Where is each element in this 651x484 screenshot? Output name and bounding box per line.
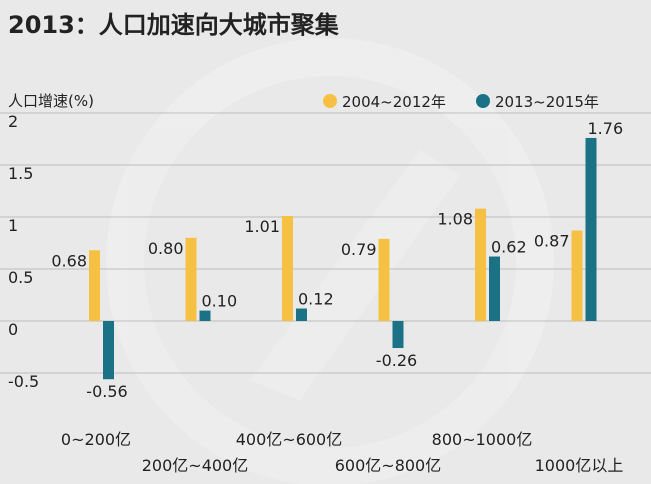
data-label: 0.68 — [51, 251, 87, 270]
chart-title: 2013：人口加速向大城市聚集 — [8, 11, 340, 39]
category-label: 200亿~400亿 — [142, 456, 249, 475]
category-labels: 0~200亿 200亿~400亿 400亿~600亿 600亿~800亿 800~100… — [61, 430, 623, 475]
data-label: 0.87 — [534, 232, 570, 251]
y-tick-label: 0 — [8, 320, 18, 339]
data-label: -0.26 — [376, 351, 417, 370]
data-label: 0.79 — [341, 240, 377, 259]
bar — [103, 321, 114, 380]
data-label: -0.56 — [86, 382, 127, 401]
bar — [585, 137, 597, 321]
watermark-logo — [106, 38, 554, 484]
y-tick-label: 1 — [8, 216, 18, 235]
legend: 2004~2012年 2013~2015年 — [323, 93, 599, 111]
y-tick-label: -0.5 — [8, 372, 39, 391]
category-label: 400亿~600亿 — [236, 430, 343, 449]
y-tick-label: 0.5 — [8, 268, 33, 287]
legend-swatch — [476, 94, 490, 108]
legend-swatch — [323, 94, 337, 108]
legend-label: 2013~2015年 — [495, 93, 599, 111]
category-label: 800~1000亿 — [432, 430, 533, 449]
y-axis-label: 人口增速(%) — [8, 92, 94, 110]
bar — [199, 310, 211, 321]
y-axis-ticks: 2 1.5 1 0.5 0 -0.5 — [8, 112, 39, 391]
bar — [282, 215, 293, 321]
data-label: 0.12 — [298, 290, 334, 309]
bar — [489, 256, 500, 321]
bar — [475, 208, 486, 321]
bar — [296, 308, 307, 321]
y-tick-label: 1.5 — [8, 164, 33, 183]
category-label: 600亿~800亿 — [335, 456, 442, 475]
legend-label: 2004~2012年 — [342, 93, 446, 111]
y-tick-label: 2 — [8, 112, 18, 131]
bar — [378, 238, 390, 321]
data-label: 0.10 — [202, 292, 238, 311]
category-label: 0~200亿 — [61, 430, 131, 449]
bar — [392, 321, 404, 349]
data-labels: 0.68 -0.56 0.80 0.10 1.01 0.12 0.79 -0.26 1.08 0.… — [51, 119, 623, 401]
data-label: 0.62 — [491, 238, 527, 257]
bar — [571, 230, 583, 321]
data-label: 1.76 — [588, 119, 624, 138]
data-label: 1.01 — [244, 217, 280, 236]
bar — [185, 237, 197, 321]
bars — [89, 137, 597, 380]
category-label: 1000亿以上 — [535, 456, 624, 475]
data-label: 1.08 — [437, 210, 473, 229]
bar — [89, 250, 100, 321]
data-label: 0.80 — [148, 239, 184, 258]
